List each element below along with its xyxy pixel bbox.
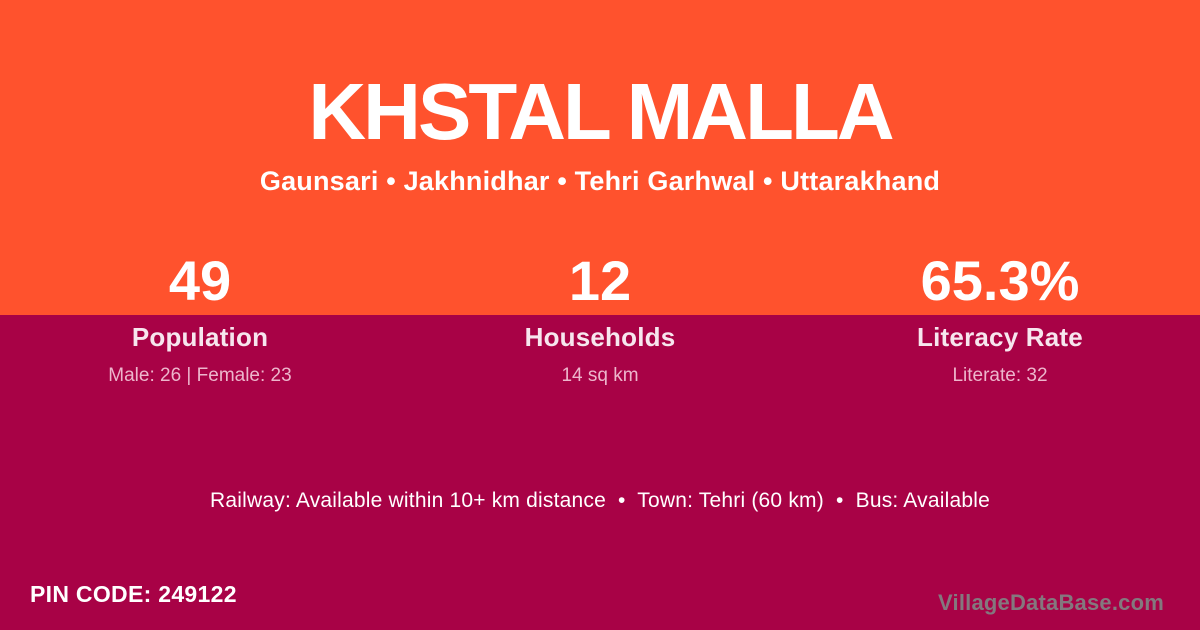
literacy-detail: Literate: 32 [952, 365, 1048, 386]
location-breadcrumb: Gaunsari • Jakhnidhar • Tehri Garhwal • … [259, 166, 941, 196]
population-column: Population Male: 26 | Female: 23 [0, 322, 400, 387]
stats-labels-row: Population Male: 26 | Female: 23 Househo… [0, 322, 1200, 387]
households-detail: 14 sq km [561, 365, 639, 386]
households-value: 12 [568, 249, 632, 312]
population-value: 49 [168, 249, 232, 312]
facilities-summary: Railway: Available within 10+ km distanc… [210, 489, 990, 512]
population-detail: Male: 26 | Female: 23 [108, 365, 292, 386]
details-panel: Population Male: 26 | Female: 23 Househo… [0, 315, 1200, 630]
households-column: Households 14 sq km [400, 322, 800, 387]
population-label: Population [131, 322, 269, 352]
households-label: Households [524, 322, 676, 352]
header-panel: KHSTAL MALLA Gaunsari • Jakhnidhar • Teh… [0, 0, 1200, 315]
stats-values-row: 49 12 65.3% [0, 253, 1200, 315]
literacy-rate-value: 65.3% [920, 249, 1080, 312]
site-watermark: VillageDataBase.com [938, 590, 1164, 615]
village-title: KHSTAL MALLA [308, 67, 894, 156]
pin-code: PIN CODE: 249122 [30, 581, 237, 607]
literacy-column: Literacy Rate Literate: 32 [800, 322, 1200, 387]
literacy-label: Literacy Rate [917, 322, 1083, 352]
